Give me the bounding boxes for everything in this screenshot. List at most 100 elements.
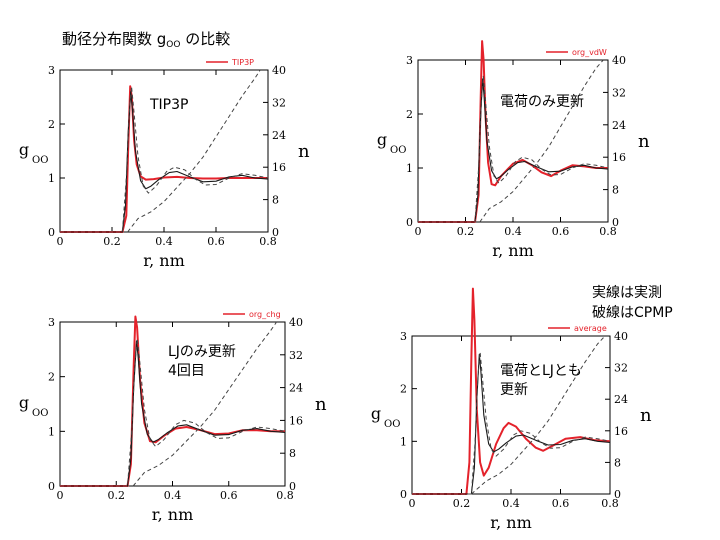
legend-label: TIP3P: [231, 58, 254, 67]
series-line-1: [60, 91, 269, 233]
page-title-subscript: OO: [166, 40, 181, 50]
y-tick-label: 0: [400, 488, 407, 501]
page-title-suffix: の比較: [180, 30, 231, 48]
y-axis-label: g: [19, 393, 29, 412]
x-tick-label: 0: [409, 497, 416, 510]
legend-label: org_vdW: [572, 48, 607, 57]
y-tick-label: 2: [406, 108, 413, 121]
page-title: 動径分布関数 gOO の比較: [62, 28, 230, 50]
y-tick-label: 3: [400, 330, 407, 343]
y-axis-label-subscript: OO: [390, 145, 406, 156]
y2-tick-label: 24: [272, 129, 286, 142]
x-tick-label: 0.2: [453, 497, 471, 510]
x-tick-label: 0.2: [103, 235, 121, 248]
y-axis-label: g: [19, 140, 29, 159]
y2-tick-label: 32: [612, 86, 626, 99]
overlay-label-charge-only: 電荷のみ更新: [500, 93, 584, 112]
y-tick-label: 2: [48, 371, 55, 384]
y-tick-label: 1: [48, 172, 55, 185]
y2-tick-label: 32: [289, 349, 303, 362]
x-tick-label: 0.8: [601, 497, 619, 510]
y-tick-label: 0: [48, 226, 55, 239]
chart-charge-only: 0 0.2 0.4 0.6 0.8 0 1 2 3 0 8 16 24 32 40 r, nm g OO n org_…: [377, 40, 650, 260]
overlay-label-charge-and-lj: 電荷とLJとも 更新: [500, 362, 582, 400]
x-tick-label: 0.8: [599, 225, 617, 238]
legend-note-line: 破線はCPMP: [592, 305, 673, 321]
series-line-3: [471, 335, 606, 495]
overlay-label-line: 電荷とLJとも: [500, 363, 582, 379]
x-tick-label: 0: [415, 225, 422, 238]
x-axis-label: r, nm: [492, 241, 534, 260]
y2-tick-label: 16: [612, 151, 626, 164]
y2-tick-label: 40: [612, 54, 626, 67]
chart-lj-only: 0 0.2 0.4 0.6 0.8 0 1 2 3 0 8 16 24 32 40 r, nm g OO n org_…: [0, 0, 345, 540]
y-axis-label-subscript: OO: [384, 419, 400, 430]
x-tick-label: 0.6: [220, 489, 238, 502]
y-axis-label-subscript: OO: [32, 155, 48, 166]
y2-tick-label: 8: [289, 447, 296, 460]
y-tick-label: 1: [48, 425, 55, 438]
overlay-label-line: TIP3P: [150, 97, 189, 113]
y2-tick-label: 0: [614, 488, 621, 501]
x-tick-label: 0.6: [552, 225, 570, 238]
y-axis-label-subscript: OO: [32, 408, 48, 419]
series-line-2: [60, 85, 269, 233]
legend-note: 実線は実測 破線はCPMP: [592, 283, 673, 323]
page-title-main: 動径分布関数 g: [62, 30, 167, 48]
x-tick-label: 0.4: [164, 489, 182, 502]
y2-tick-label: 8: [612, 184, 619, 197]
y-tick-label: 1: [406, 162, 413, 175]
series-line-3: [132, 321, 278, 487]
overlay-label-line: 更新: [500, 382, 528, 398]
y2-tick-label: 40: [614, 330, 628, 343]
y-tick-label: 3: [406, 54, 413, 67]
overlay-label-line: LJのみ更新: [168, 344, 236, 360]
y2-tick-label: 0: [272, 226, 279, 239]
series-line-3: [127, 69, 261, 233]
series-line-2: [412, 351, 611, 495]
y-tick-label: 2: [400, 383, 407, 396]
y-tick-label: 0: [406, 216, 413, 229]
x-axis-label: r, nm: [143, 251, 185, 270]
y2-axis-label: n: [638, 131, 650, 152]
y-tick-label: 1: [400, 435, 407, 448]
y2-tick-label: 24: [612, 119, 626, 132]
plot-frame: [411, 335, 611, 495]
series-line-2: [418, 75, 609, 223]
y2-axis-label: n: [298, 141, 310, 162]
x-tick-label: 0.2: [457, 225, 475, 238]
y-axis-label: g: [371, 404, 381, 423]
y-tick-label: 3: [48, 64, 55, 77]
x-tick-label: 0.6: [207, 235, 225, 248]
series-line-2: [60, 337, 286, 487]
legend-label: average: [574, 324, 607, 333]
y2-tick-label: 16: [614, 425, 628, 438]
series-line-0: [412, 287, 611, 495]
y-axis-label: g: [377, 130, 387, 149]
y2-tick-label: 32: [614, 362, 628, 375]
y2-tick-label: 24: [614, 393, 628, 406]
y-tick-label: 0: [48, 480, 55, 493]
x-tick-label: 0.8: [259, 235, 277, 248]
chart-tip3p: 0 0.2 0.4 0.6 0.8 0 1 2 3 0 8 16 24 32 40 r, nm g OO n TIP3…: [0, 0, 345, 275]
x-tick-label: 0: [57, 489, 64, 502]
x-axis-label: r, nm: [490, 513, 532, 532]
y2-tick-label: 40: [289, 316, 303, 329]
x-tick-label: 0.2: [108, 489, 126, 502]
x-tick-label: 0.4: [504, 225, 522, 238]
overlay-label-line: 4回目: [168, 363, 205, 379]
y2-tick-label: 8: [614, 456, 621, 469]
x-tick-label: 0: [57, 235, 64, 248]
y-tick-label: 3: [48, 316, 55, 329]
legend-label: org_chg: [249, 310, 281, 319]
x-tick-label: 0.4: [155, 235, 173, 248]
series-line-3: [479, 59, 604, 223]
x-tick-label: 0.8: [276, 489, 294, 502]
y2-tick-label: 8: [272, 194, 279, 207]
overlay-label-line: 電荷のみ更新: [500, 94, 584, 110]
overlay-label-lj-only: LJのみ更新 4回目: [168, 343, 236, 381]
